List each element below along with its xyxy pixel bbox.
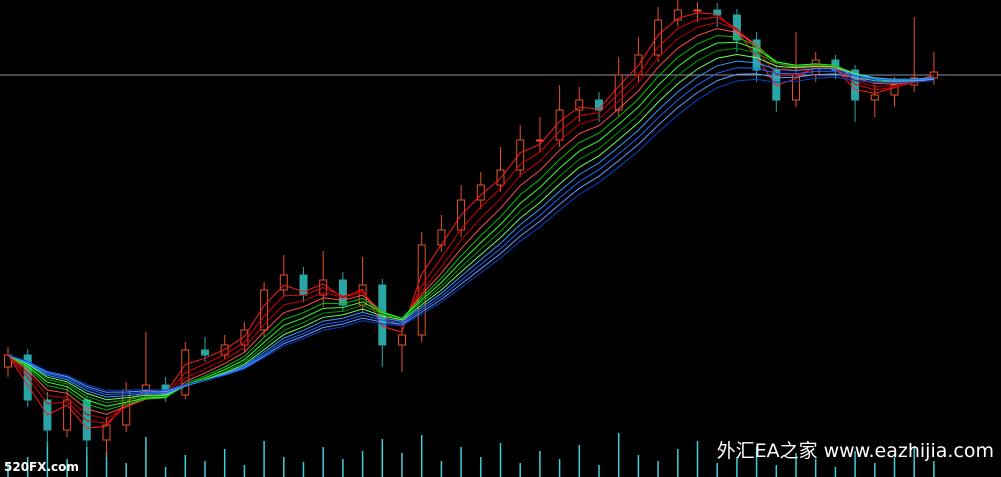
volume-bar	[7, 465, 9, 477]
candle-body	[437, 229, 446, 246]
volume-bar	[716, 463, 718, 477]
volume-bar	[834, 467, 837, 477]
candle-body	[713, 9, 722, 16]
candle-body	[398, 334, 406, 346]
volume-bar	[913, 447, 915, 477]
candle-body	[732, 14, 741, 41]
volume-bar	[696, 441, 699, 477]
moving-average	[7, 47, 934, 404]
volume-bar	[775, 465, 778, 477]
candle-body	[338, 279, 347, 306]
candle-body	[82, 399, 91, 441]
volume-bar	[66, 459, 68, 477]
volume-bar	[381, 439, 384, 477]
volume-bar	[401, 453, 403, 477]
volume-bar	[361, 451, 364, 477]
volume-bar	[223, 449, 226, 477]
volume-bar	[539, 451, 541, 477]
volume-bar	[125, 463, 127, 477]
volume-bar	[480, 457, 482, 477]
candle-body	[220, 344, 229, 356]
candle-body	[693, 9, 702, 12]
volume-bar	[578, 445, 581, 477]
watermark: 外汇EA之家 www.eazhijia.com	[717, 440, 994, 462]
volume-bar	[342, 459, 344, 477]
moving-average	[7, 73, 934, 393]
volume-bar	[499, 443, 502, 477]
volume-bar	[105, 452, 108, 477]
moving-average	[7, 60, 934, 398]
candle-body	[654, 19, 663, 56]
moving-average	[7, 53, 934, 401]
volume-bar	[302, 462, 305, 477]
volume-bar	[657, 461, 659, 477]
moving-average	[7, 67, 934, 396]
volume-bar	[893, 457, 896, 477]
volume-bar	[86, 447, 88, 477]
volume-bar	[243, 465, 246, 477]
volume-bar	[795, 453, 797, 477]
volume-bar	[736, 457, 738, 477]
volume-bar	[854, 451, 856, 477]
candle-body	[673, 9, 682, 21]
volume-bar	[460, 447, 462, 477]
candle-body	[614, 74, 623, 111]
volume-bar	[617, 433, 620, 477]
volume-bar	[283, 457, 285, 477]
volume-bar	[933, 461, 935, 477]
candle-body	[201, 349, 209, 356]
moving-average	[7, 76, 934, 391]
candle-body	[890, 84, 899, 96]
candle-body	[417, 244, 426, 336]
volume-bar	[519, 463, 521, 477]
volume-bar	[263, 441, 265, 477]
moving-average	[7, 41, 934, 407]
candle-body	[102, 424, 111, 441]
candle-body	[870, 94, 879, 101]
volume-bar	[598, 465, 600, 477]
volume-bar	[874, 463, 876, 477]
watermark: 520FX.com	[4, 460, 79, 474]
volume-bar	[558, 459, 561, 477]
candle-body	[63, 399, 72, 431]
volume-bar	[814, 459, 817, 477]
volume-bar	[145, 437, 147, 477]
candle-body	[929, 71, 938, 79]
volume-bar	[755, 447, 758, 477]
candle-body	[516, 139, 525, 171]
volume-bar	[204, 461, 206, 477]
volume-bar	[420, 435, 423, 477]
volume-bar	[322, 447, 324, 477]
candle-body	[260, 289, 269, 331]
volume-bar	[26, 457, 29, 477]
volume-bar	[184, 455, 187, 477]
volume-bar	[440, 461, 443, 477]
volume-bar	[46, 442, 49, 477]
candle-body	[279, 274, 288, 291]
volume-bar	[164, 467, 167, 477]
volume-bar	[677, 449, 679, 477]
volume-bar	[637, 455, 640, 477]
candle-body	[575, 99, 584, 111]
